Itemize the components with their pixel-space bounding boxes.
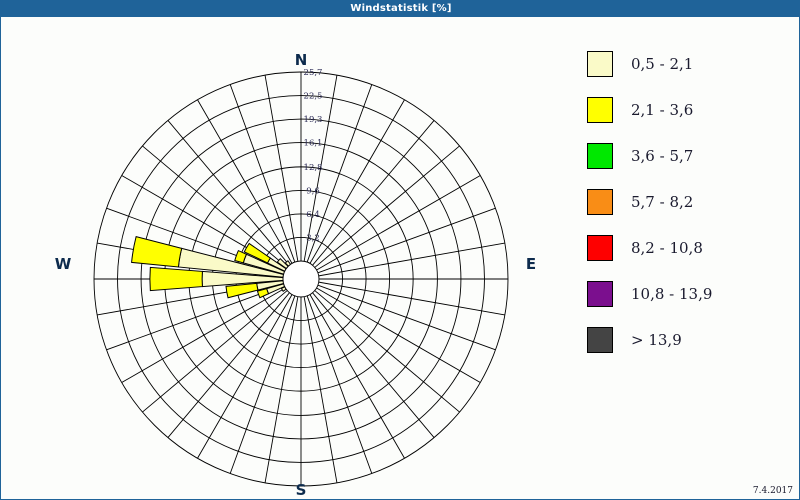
grid-spoke	[167, 292, 290, 438]
legend-label: 0,5 - 2,1	[631, 55, 694, 73]
grid-spoke	[312, 292, 435, 438]
radial-tick-label: 9,6	[306, 186, 320, 196]
grid-spoke	[197, 294, 293, 459]
legend-label: 3,6 - 5,7	[631, 147, 694, 165]
legend-label: 8,2 - 10,8	[631, 239, 703, 257]
grid-spoke	[318, 281, 505, 316]
legend-swatch	[587, 327, 613, 353]
date-stamp: 7.4.2017	[752, 486, 793, 496]
calm-circle	[282, 260, 320, 298]
window-title: Windstatistik [%]	[350, 3, 452, 14]
windrose-chart: 3,2 6,4 9,6 12,8 16,1 19,3 22,5 25,7 N S E W	[1, 17, 561, 499]
radial-tick-label: 12,8	[304, 163, 323, 173]
grid-spoke	[229, 84, 296, 263]
legend-swatch	[587, 189, 613, 215]
window-titlebar: Windstatistik [%]	[1, 1, 799, 17]
legend-swatch	[587, 143, 613, 169]
windrose-petal-segment	[131, 236, 183, 268]
legend-item: 0,5 - 2,1	[587, 41, 797, 87]
radial-tick-label: 22,5	[304, 92, 323, 102]
legend-item: 8,2 - 10,8	[587, 225, 797, 271]
grid-spoke	[121, 287, 286, 383]
windrose-petal-segment	[243, 242, 272, 264]
legend-swatch	[587, 51, 613, 77]
grid-spoke	[314, 145, 460, 268]
grid-spoke	[309, 294, 405, 459]
grid-spoke	[142, 145, 288, 268]
grid-spoke	[312, 120, 435, 266]
windrose-svg: 3,2 6,4 9,6 12,8 16,1 19,3 22,5 25,7 N S E W	[55, 51, 536, 499]
grid-spoke	[106, 284, 285, 351]
legend-label: 2,1 - 3,6	[631, 101, 694, 119]
legend-label: 10,8 - 13,9	[631, 285, 713, 303]
legend-swatch	[587, 281, 613, 307]
legend-item: 3,6 - 5,7	[587, 133, 797, 179]
grid-spoke	[314, 290, 460, 413]
grid-spoke	[306, 295, 373, 474]
grid-spoke	[197, 99, 293, 264]
radial-tick-label: 19,3	[304, 115, 323, 125]
grid-spoke	[316, 287, 481, 383]
legend-swatch	[587, 235, 613, 261]
legend-item: 10,8 - 13,9	[587, 271, 797, 317]
compass-labels: N S E W	[55, 51, 536, 499]
compass-label-east: E	[526, 255, 536, 273]
windrose-petal-segment	[234, 249, 248, 264]
windrose-petal-segment	[149, 266, 203, 292]
grid-spoke	[303, 75, 338, 262]
grid-spoke	[309, 99, 405, 264]
legend-item: 5,7 - 8,2	[587, 179, 797, 225]
grid-spoke	[264, 296, 299, 483]
compass-label-west: W	[55, 255, 72, 273]
speed-legend: 0,5 - 2,1 2,1 - 3,6 3,6 - 5,7 5,7 - 8,2 8,2 …	[587, 41, 797, 363]
compass-label-north: N	[295, 51, 308, 69]
legend-label: 5,7 - 8,2	[631, 193, 694, 211]
grid-spoke	[142, 290, 288, 413]
windrose-petal-segment	[225, 282, 259, 299]
radial-tick-labels: 3,2 6,4 9,6 12,8 16,1 19,3 22,5 25,7	[304, 68, 323, 243]
legend-item: > 13,9	[587, 317, 797, 363]
radial-tick-label: 6,4	[306, 210, 320, 220]
grid-spoke	[317, 284, 496, 351]
grid-spoke	[316, 175, 481, 271]
radial-tick-label: 3,2	[306, 233, 320, 243]
window-content: 3,2 6,4 9,6 12,8 16,1 19,3 22,5 25,7 N S E W 0,…	[1, 17, 799, 499]
grid-spoke	[229, 295, 296, 474]
grid-spoke	[317, 207, 496, 274]
grid-spoke	[306, 84, 373, 263]
grid-spoke	[318, 242, 505, 277]
grid-spoke	[167, 120, 290, 266]
radial-tick-label: 16,1	[304, 139, 323, 149]
calm-center	[282, 260, 320, 298]
legend-item: 2,1 - 3,6	[587, 87, 797, 133]
radial-tick-label: 25,7	[304, 68, 323, 78]
grid-spoke	[264, 75, 299, 262]
windrose-petals	[131, 236, 292, 299]
legend-swatch	[587, 97, 613, 123]
compass-label-south: S	[296, 481, 307, 499]
windrose-petal-segment	[256, 287, 270, 299]
grid-spoke	[303, 296, 338, 483]
legend-label: > 13,9	[631, 331, 682, 349]
